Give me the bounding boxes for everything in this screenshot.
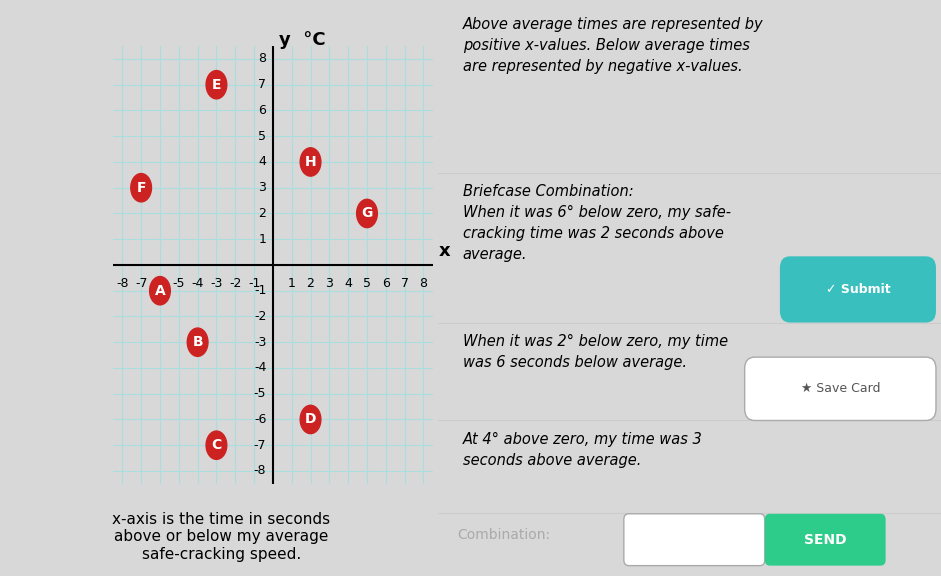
Text: -3: -3 — [254, 336, 266, 348]
Text: x: x — [439, 242, 450, 260]
Text: x-axis is the time in seconds
above or below my average
safe-cracking speed.: x-axis is the time in seconds above or b… — [112, 512, 330, 562]
Text: 6: 6 — [382, 276, 390, 290]
FancyBboxPatch shape — [765, 514, 885, 566]
Text: y  °C: y °C — [279, 31, 327, 48]
FancyBboxPatch shape — [780, 256, 936, 323]
Text: C: C — [212, 438, 221, 452]
Circle shape — [131, 173, 152, 202]
Text: Above average times are represented by
positive x-values. Below average times
ar: Above average times are represented by p… — [463, 17, 763, 74]
Text: 2: 2 — [307, 276, 314, 290]
FancyBboxPatch shape — [744, 357, 936, 420]
Circle shape — [300, 406, 321, 434]
FancyBboxPatch shape — [624, 514, 765, 566]
Text: 1: 1 — [259, 233, 266, 246]
Text: -5: -5 — [254, 387, 266, 400]
Text: SEND: SEND — [804, 533, 847, 547]
Circle shape — [187, 328, 208, 357]
Circle shape — [357, 199, 377, 228]
Text: 7: 7 — [401, 276, 408, 290]
Text: -1: -1 — [254, 284, 266, 297]
Text: ★ Save Card: ★ Save Card — [801, 382, 880, 395]
Text: -8: -8 — [254, 464, 266, 478]
Text: -7: -7 — [254, 439, 266, 452]
Circle shape — [300, 148, 321, 176]
Text: B: B — [192, 335, 203, 349]
Text: -2: -2 — [254, 310, 266, 323]
Circle shape — [150, 276, 170, 305]
Text: -6: -6 — [153, 276, 167, 290]
Text: -7: -7 — [135, 276, 148, 290]
Circle shape — [206, 70, 227, 99]
Text: -3: -3 — [210, 276, 223, 290]
Text: 1: 1 — [288, 276, 295, 290]
Text: H: H — [305, 155, 316, 169]
Text: 7: 7 — [258, 78, 266, 91]
Text: 5: 5 — [258, 130, 266, 143]
Circle shape — [206, 431, 227, 460]
Text: -1: -1 — [247, 276, 261, 290]
Text: Briefcase Combination:
When it was 6° below zero, my safe-
cracking time was 2 s: Briefcase Combination: When it was 6° be… — [463, 184, 731, 262]
Text: -6: -6 — [254, 413, 266, 426]
Text: 5: 5 — [363, 276, 371, 290]
Text: At 4° above zero, my time was 3
seconds above average.: At 4° above zero, my time was 3 seconds … — [463, 432, 703, 468]
Text: 8: 8 — [420, 276, 427, 290]
Text: 4: 4 — [344, 276, 352, 290]
Text: F: F — [136, 181, 146, 195]
Text: Combination:: Combination: — [457, 528, 550, 541]
Text: 2: 2 — [259, 207, 266, 220]
Text: 6: 6 — [259, 104, 266, 117]
Text: -4: -4 — [254, 362, 266, 374]
Text: -5: -5 — [172, 276, 185, 290]
Text: When it was 2° below zero, my time
was 6 seconds below average.: When it was 2° below zero, my time was 6… — [463, 334, 727, 370]
Text: E: E — [212, 78, 221, 92]
Text: 8: 8 — [258, 52, 266, 66]
Text: -8: -8 — [116, 276, 129, 290]
Text: 3: 3 — [326, 276, 333, 290]
Text: A: A — [154, 284, 166, 298]
Text: -4: -4 — [191, 276, 204, 290]
Text: D: D — [305, 412, 316, 426]
Text: 3: 3 — [259, 181, 266, 194]
Text: G: G — [361, 206, 373, 221]
Text: ✓ Submit: ✓ Submit — [825, 283, 890, 295]
Text: -2: -2 — [229, 276, 242, 290]
Text: 4: 4 — [259, 156, 266, 168]
